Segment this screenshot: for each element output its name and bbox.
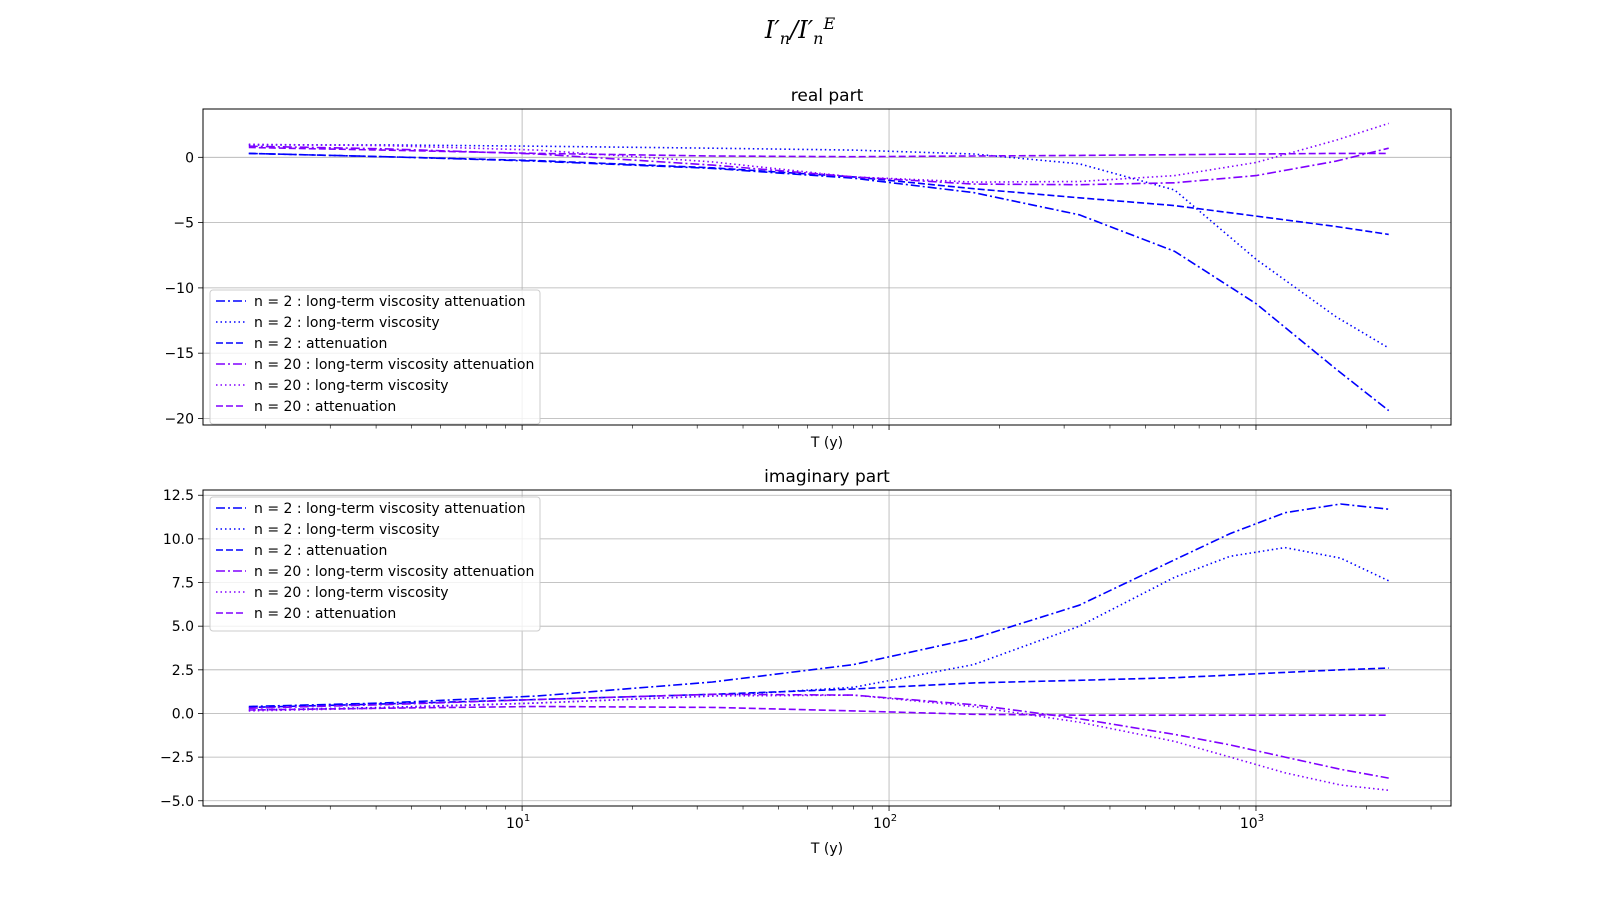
legend-label: n = 20 : long-term viscosity — [254, 378, 449, 394]
series-line-5 — [248, 694, 1389, 792]
x-tick-exponent: 1 — [524, 813, 530, 824]
legend-label: n = 2 : long-term viscosity — [254, 522, 440, 538]
x-tick-label: 103 — [1240, 813, 1264, 832]
series-line-2 — [248, 144, 1390, 349]
x-axis-label: T (y) — [810, 841, 843, 857]
y-tick-label: −5 — [173, 216, 194, 232]
legend-label: n = 20 : long-term viscosity attenuation — [254, 564, 534, 580]
y-tick-label: 0.0 — [172, 706, 194, 722]
series-line-4 — [248, 145, 1389, 186]
legend-label: n = 20 : attenuation — [254, 399, 396, 415]
y-tick-label: 12.5 — [163, 488, 194, 504]
legend-label: n = 20 : long-term viscosity — [254, 585, 449, 601]
x-tick-label: 102 — [873, 813, 897, 832]
axes-frame — [202, 108, 1452, 426]
legend-label: n = 2 : long-term viscosity attenuation — [254, 501, 525, 517]
y-tick-label: −10 — [164, 281, 194, 297]
legend-label: n = 2 : attenuation — [254, 543, 387, 559]
legend-label: n = 20 : long-term viscosity attenuation — [254, 357, 534, 373]
legend-box — [209, 496, 541, 632]
axes-frame — [202, 489, 1452, 807]
y-tick-label: 5.0 — [172, 619, 194, 635]
y-tick-label: −5.0 — [160, 794, 194, 810]
legend-label: n = 2 : attenuation — [254, 336, 387, 352]
chart-panel-2: 101 102 103 12.5 10.0 7.5 5.0 2.5 0.0 −2.5 −5.0 ima… — [160, 467, 1452, 857]
figure-title: I′n/I′nE — [764, 14, 836, 48]
series-lines — [248, 503, 1390, 792]
y-tick-label: −15 — [164, 346, 194, 362]
series-line-3 — [248, 152, 1389, 236]
y-tick-label: 2.5 — [172, 663, 194, 679]
series-line-4 — [248, 693, 1389, 779]
legend: n = 2 : long-term viscosity attenuation n… — [209, 496, 541, 632]
y-tick-label: −20 — [164, 411, 194, 427]
series-line-1 — [248, 152, 1390, 412]
legend-box — [209, 289, 541, 425]
series-line-1 — [248, 503, 1389, 708]
legend-label: n = 2 : long-term viscosity — [254, 315, 440, 331]
legend-label: n = 20 : attenuation — [254, 606, 396, 622]
chart-title: imaginary part — [764, 467, 890, 487]
x-tick-label: 101 — [506, 813, 530, 832]
series-line-6 — [248, 146, 1389, 158]
legend: n = 2 : long-term viscosity attenuation n… — [209, 289, 541, 425]
chart-panel-1: 0 −5 −10 −15 −20 real part T (y) n = 2 : long-t… — [164, 86, 1452, 451]
series-line-5 — [248, 122, 1389, 183]
series-line-6 — [248, 705, 1389, 717]
chart-title: real part — [791, 86, 864, 106]
y-tick-label: 7.5 — [172, 576, 194, 592]
x-axis-label: T (y) — [810, 435, 843, 451]
legend-label: n = 2 : long-term viscosity attenuation — [254, 294, 525, 310]
series-line-2 — [248, 546, 1390, 711]
y-tick-label: −2.5 — [160, 750, 194, 766]
series-lines — [248, 122, 1390, 412]
x-tick-exponent: 2 — [891, 813, 897, 824]
y-tick-label: 0 — [185, 150, 194, 166]
x-tick-exponent: 3 — [1258, 813, 1264, 824]
y-tick-label: 10.0 — [163, 532, 194, 548]
